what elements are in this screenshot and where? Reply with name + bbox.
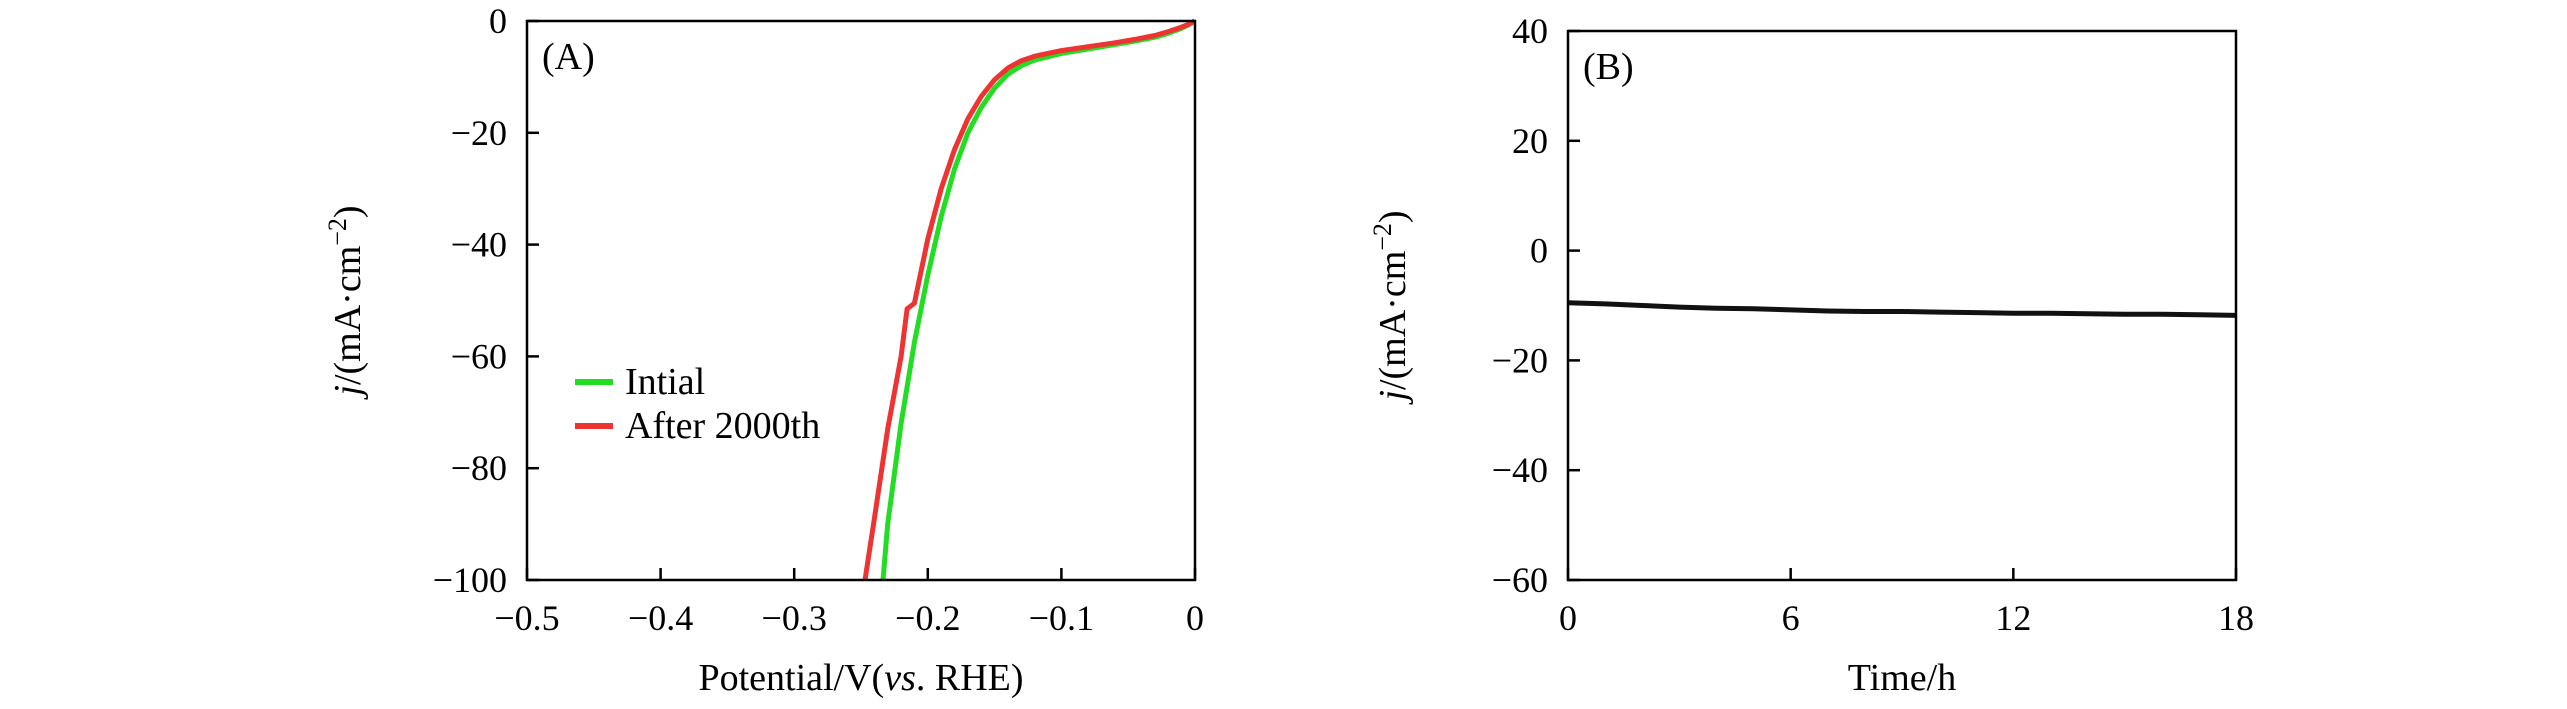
x-tick-label: 12 <box>1995 598 2031 638</box>
x-tick-label: 6 <box>1782 598 1800 638</box>
y-axis-title-italic: j <box>1372 390 1414 406</box>
legend-label: After 2000th <box>625 405 820 447</box>
x-tick-label: 0 <box>1559 598 1577 638</box>
x-tick-label: 0 <box>1186 598 1204 638</box>
x-axis-title: Potential/V(vs. RHE) <box>698 657 1023 699</box>
series-line-0 <box>880 18 1197 581</box>
x-axis-title-text: Potential/V( <box>698 657 884 699</box>
y-axis-title-text: /(mA·cm <box>327 246 369 385</box>
y-tick-label: −100 <box>433 560 507 600</box>
y-tick-label: −40 <box>451 225 507 265</box>
x-tick-label: −0.2 <box>895 598 960 638</box>
y-axis-title-superscript: −2 <box>323 218 352 246</box>
x-axis-title: Time/h <box>1848 657 1956 699</box>
series-line-0 <box>1567 300 2237 318</box>
y-axis-title-close: ) <box>327 205 369 218</box>
y-tick-label: 0 <box>489 1 507 41</box>
panel-a: −0.5 −0.4 −0.3 −0.2 −0.1 0 0 −20 −40 −60 −80 −100 (A… <box>323 1 1204 699</box>
x-tick-label: −0.5 <box>494 598 559 638</box>
y-tick-label: −40 <box>1492 450 1548 490</box>
y-axis-title: j/(mA·cm−2) <box>323 205 369 400</box>
x-axis-title-text: Time/h <box>1848 657 1956 699</box>
y-axis-title-superscript: −2 <box>1368 223 1397 251</box>
y-tick-label: 0 <box>1530 231 1548 271</box>
series-line-1 <box>862 18 1197 581</box>
x-tick-label: 18 <box>2218 598 2254 638</box>
x-tick-label: −0.3 <box>762 598 827 638</box>
panel-label: (A) <box>542 36 595 78</box>
y-tick-label: 20 <box>1512 121 1548 161</box>
x-axis-title-italic: vs <box>884 657 916 699</box>
y-axis-title-italic: j <box>327 385 369 401</box>
y-tick-label: 40 <box>1512 11 1548 51</box>
y-axis-title-close: ) <box>1372 210 1414 223</box>
plot-frame <box>1566 29 2238 582</box>
plot-frame <box>525 19 1197 582</box>
x-tick-label: −0.4 <box>628 598 693 638</box>
y-axis-title-text: /(mA·cm <box>1372 251 1414 390</box>
y-tick-label: −20 <box>1492 340 1548 380</box>
y-tick-label: −80 <box>451 448 507 488</box>
y-axis-title: j/(mA·cm−2) <box>1368 210 1414 405</box>
x-axis-title-suffix: . RHE) <box>916 657 1024 699</box>
panel-label: (B) <box>1583 46 1634 88</box>
y-tick-label: −60 <box>451 336 507 376</box>
x-tick-label: −0.1 <box>1029 598 1094 638</box>
legend-label: Intial <box>625 361 705 403</box>
y-tick-label: −60 <box>1492 560 1548 600</box>
y-tick-label: −20 <box>451 113 507 153</box>
panel-b: 0 6 12 18 40 20 0 −20 −40 −60 (B) Time/h j/(mA·cm−2) <box>1368 11 2254 699</box>
